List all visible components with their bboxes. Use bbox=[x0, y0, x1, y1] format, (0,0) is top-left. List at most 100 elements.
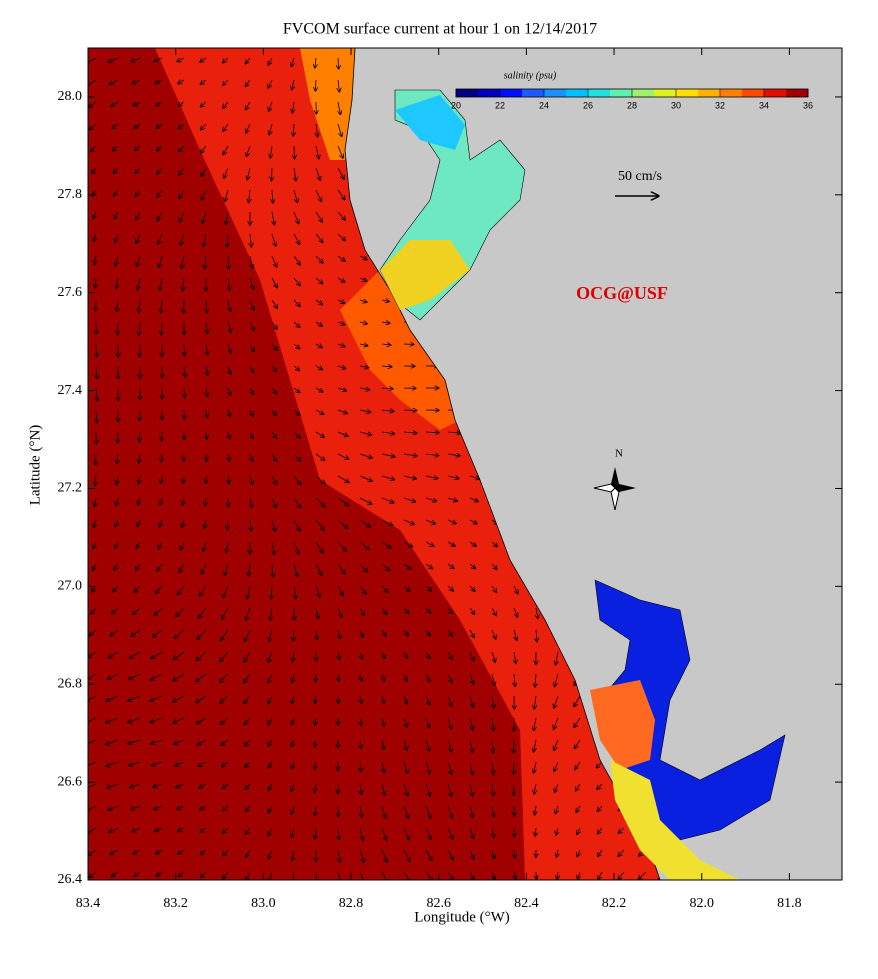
current-arrow bbox=[113, 167, 119, 173]
current-arrow bbox=[469, 541, 476, 546]
current-arrow bbox=[181, 255, 184, 268]
current-arrow bbox=[513, 585, 518, 594]
current-arrow bbox=[425, 827, 431, 840]
current-arrow bbox=[447, 761, 452, 774]
current-arrow bbox=[89, 871, 97, 878]
current-arrow bbox=[88, 739, 97, 745]
current-arrow bbox=[115, 519, 118, 527]
current-arrow bbox=[95, 475, 96, 486]
current-arrow bbox=[220, 651, 229, 662]
current-arrow bbox=[381, 563, 390, 570]
y-tick-label: 28.0 bbox=[58, 89, 83, 104]
current-arrow bbox=[173, 695, 185, 702]
current-arrow bbox=[337, 300, 345, 303]
current-arrow bbox=[293, 387, 300, 393]
current-arrow bbox=[271, 321, 277, 329]
current-arrow bbox=[381, 827, 386, 840]
colorbar-tick-label: 24 bbox=[539, 100, 549, 110]
current-arrow bbox=[160, 277, 162, 290]
colorbar-tick-label: 34 bbox=[759, 100, 769, 110]
x-axis-label: Longitude (°W) bbox=[414, 909, 510, 925]
x-tick-label: 82.4 bbox=[514, 896, 539, 911]
current-arrow bbox=[184, 365, 185, 377]
current-arrow bbox=[337, 233, 345, 240]
current-arrow bbox=[201, 145, 207, 153]
current-arrow bbox=[425, 497, 436, 501]
current-arrow bbox=[576, 805, 581, 812]
current-arrow bbox=[196, 651, 207, 661]
current-arrow bbox=[536, 629, 537, 642]
current-arrow bbox=[293, 541, 299, 554]
current-arrow bbox=[157, 145, 163, 151]
current-arrow bbox=[447, 563, 454, 568]
current-arrow bbox=[112, 123, 119, 129]
current-arrow bbox=[469, 827, 474, 839]
current-arrow bbox=[96, 343, 97, 357]
current-arrow bbox=[94, 519, 96, 527]
current-arrow bbox=[447, 476, 459, 479]
current-arrow bbox=[93, 541, 96, 549]
current-arrow bbox=[151, 673, 163, 680]
current-arrow bbox=[514, 761, 515, 774]
current-arrow bbox=[96, 365, 97, 379]
current-arrow bbox=[338, 57, 339, 69]
current-arrow bbox=[292, 79, 294, 90]
current-arrow bbox=[338, 629, 341, 638]
current-arrow bbox=[91, 607, 97, 614]
current-arrow bbox=[202, 563, 207, 574]
current-arrow bbox=[425, 717, 430, 728]
current-arrow bbox=[131, 57, 141, 62]
current-arrow bbox=[554, 695, 559, 708]
current-arrow bbox=[198, 761, 207, 766]
current-arrow bbox=[223, 101, 229, 108]
current-arrow bbox=[337, 563, 345, 574]
current-arrow bbox=[315, 871, 318, 880]
x-tick-label: 82.2 bbox=[602, 896, 627, 911]
colorbar-tick-label: 30 bbox=[671, 100, 681, 110]
current-arrow bbox=[403, 432, 417, 433]
current-arrow bbox=[404, 673, 407, 681]
current-arrow bbox=[88, 717, 97, 723]
current-arrow bbox=[130, 783, 141, 788]
current-arrow bbox=[206, 387, 208, 397]
current-arrow bbox=[179, 145, 185, 152]
current-arrow bbox=[447, 849, 453, 860]
current-arrow bbox=[178, 101, 185, 106]
current-arrow bbox=[159, 519, 162, 527]
current-arrow bbox=[178, 80, 185, 84]
current-arrow bbox=[337, 541, 346, 551]
current-arrow bbox=[315, 717, 316, 725]
current-arrow bbox=[223, 123, 229, 131]
current-arrow bbox=[228, 277, 230, 290]
current-arrow bbox=[337, 123, 342, 136]
current-arrow bbox=[250, 475, 253, 484]
current-arrow bbox=[293, 453, 301, 461]
current-arrow bbox=[618, 871, 625, 879]
y-tick-label: 27.0 bbox=[58, 579, 83, 594]
current-arrow bbox=[246, 607, 251, 620]
current-arrow bbox=[268, 79, 273, 88]
current-arrow bbox=[225, 563, 229, 575]
current-arrow bbox=[638, 871, 647, 879]
current-arrow bbox=[293, 299, 300, 306]
current-arrow bbox=[137, 541, 141, 548]
current-arrow bbox=[93, 563, 97, 570]
current-arrow bbox=[425, 849, 432, 861]
current-arrow bbox=[268, 57, 273, 65]
current-arrow bbox=[315, 519, 324, 530]
current-arrow bbox=[180, 211, 185, 222]
current-arrow bbox=[228, 475, 229, 484]
current-arrow bbox=[492, 717, 494, 731]
current-arrow bbox=[247, 167, 250, 180]
current-arrow bbox=[337, 366, 345, 369]
current-arrow bbox=[359, 300, 367, 302]
current-arrow bbox=[139, 431, 140, 442]
current-arrow bbox=[359, 322, 367, 324]
current-arrow bbox=[139, 453, 140, 463]
compass: N bbox=[593, 448, 636, 511]
current-arrow bbox=[223, 57, 229, 63]
current-arrow bbox=[268, 695, 273, 704]
current-arrow bbox=[447, 541, 455, 546]
current-arrow bbox=[359, 827, 363, 840]
current-arrow bbox=[470, 761, 473, 775]
